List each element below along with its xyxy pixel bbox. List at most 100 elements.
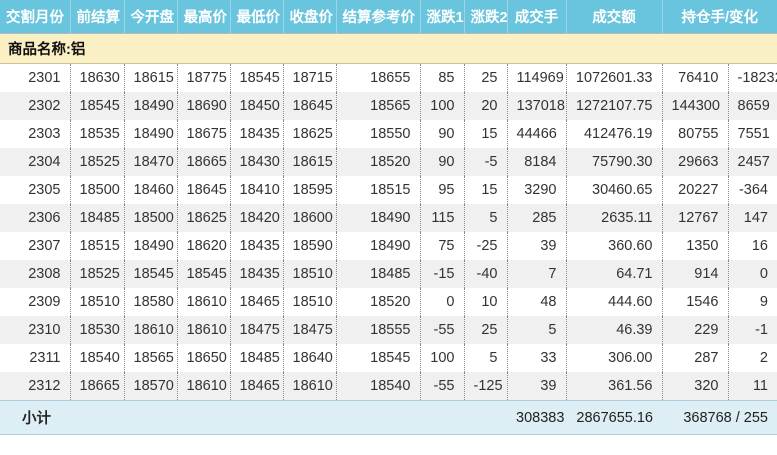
cell-change2: 10: [464, 288, 508, 316]
cell-open: 18470: [124, 148, 178, 176]
cell-settlement-ref: 18545: [336, 344, 421, 372]
cell-prev-settlement: 18665: [70, 372, 125, 401]
cell-high: 18675: [177, 120, 231, 148]
column-header-close[interactable]: 收盘价: [283, 0, 337, 34]
cell-delivery-month: 2310: [0, 316, 71, 344]
cell-change1: 90: [420, 120, 465, 148]
table-row[interactable]: 2304 18525 18470 18665 18430 18615 18520…: [0, 148, 777, 176]
cell-open: 18610: [124, 316, 178, 344]
cell-open: 18615: [124, 63, 178, 92]
table-row[interactable]: 2301 18630 18615 18775 18545 18715 18655…: [0, 63, 777, 92]
table-row[interactable]: 2309 18510 18580 18610 18465 18510 18520…: [0, 288, 777, 316]
cell-settlement-ref: 18655: [336, 63, 421, 92]
cell-delivery-month: 2302: [0, 92, 71, 120]
table-row[interactable]: 2305 18500 18460 18645 18410 18595 18515…: [0, 176, 777, 204]
column-header-low[interactable]: 最低价: [230, 0, 284, 34]
table-row[interactable]: 2303 18535 18490 18675 18435 18625 18550…: [0, 120, 777, 148]
column-header-high[interactable]: 最高价: [177, 0, 231, 34]
cell-open: 18580: [124, 288, 178, 316]
cell-open-interest: 80755: [662, 120, 729, 148]
cell-open-interest-change: 11: [728, 372, 777, 401]
cell-low: 18545: [230, 63, 284, 92]
column-header-volume[interactable]: 成交手: [507, 0, 567, 34]
cell-settlement-ref: 18540: [336, 372, 421, 401]
cell-prev-settlement: 18515: [70, 232, 125, 260]
cell-open-interest-change: 9: [728, 288, 777, 316]
cell-settlement-ref: 18490: [336, 232, 421, 260]
cell-close: 18600: [283, 204, 337, 232]
cell-close: 18715: [283, 63, 337, 92]
cell-open-interest: 144300: [662, 92, 729, 120]
cell-open: 18490: [124, 92, 178, 120]
column-header-turnover[interactable]: 成交额: [566, 0, 663, 34]
cell-open-interest-change: 2: [728, 344, 777, 372]
cell-settlement-ref: 18520: [336, 288, 421, 316]
cell-settlement-ref: 18485: [336, 260, 421, 288]
table-row[interactable]: 2308 18525 18545 18545 18435 18510 18485…: [0, 260, 777, 288]
cell-change2: 15: [464, 120, 508, 148]
cell-change2: 25: [464, 63, 508, 92]
cell-turnover: 75790.30: [566, 148, 663, 176]
cell-volume: 3290: [507, 176, 567, 204]
cell-low: 18465: [230, 372, 284, 401]
table-row[interactable]: 2311 18540 18565 18650 18485 18640 18545…: [0, 344, 777, 372]
cell-prev-settlement: 18545: [70, 92, 125, 120]
cell-prev-settlement: 18535: [70, 120, 125, 148]
cell-volume: 39: [507, 232, 567, 260]
cell-prev-settlement: 18510: [70, 288, 125, 316]
column-header-change2[interactable]: 涨跌2: [464, 0, 508, 34]
cell-change1: 100: [420, 92, 465, 120]
cell-high: 18610: [177, 288, 231, 316]
table-row[interactable]: 2310 18530 18610 18610 18475 18475 18555…: [0, 316, 777, 344]
cell-close: 18590: [283, 232, 337, 260]
cell-change1: 115: [420, 204, 465, 232]
cell-close: 18615: [283, 148, 337, 176]
cell-open-interest-change: 16: [728, 232, 777, 260]
cell-settlement-ref: 18550: [336, 120, 421, 148]
cell-high: 18775: [177, 63, 231, 92]
cell-volume: 39: [507, 372, 567, 401]
cell-turnover: 64.71: [566, 260, 663, 288]
cell-open-interest: 12767: [662, 204, 729, 232]
cell-open-interest: 914: [662, 260, 729, 288]
cell-turnover: 360.60: [566, 232, 663, 260]
cell-close: 18640: [283, 344, 337, 372]
cell-open-interest-change: 2457: [728, 148, 777, 176]
cell-low: 18435: [230, 260, 284, 288]
cell-volume: 114969: [507, 63, 567, 92]
cell-open-interest-change: -364: [728, 176, 777, 204]
cell-open-interest-change: 147: [728, 204, 777, 232]
cell-open: 18565: [124, 344, 178, 372]
table-row[interactable]: 2302 18545 18490 18690 18450 18645 18565…: [0, 92, 777, 120]
cell-volume: 48: [507, 288, 567, 316]
table-row[interactable]: 2312 18665 18570 18610 18465 18610 18540…: [0, 372, 777, 401]
cell-open-interest-change: 8659: [728, 92, 777, 120]
cell-open: 18490: [124, 232, 178, 260]
table-row[interactable]: 2306 18485 18500 18625 18420 18600 18490…: [0, 204, 777, 232]
column-header-change1[interactable]: 涨跌1: [420, 0, 465, 34]
cell-change2: -5: [464, 148, 508, 176]
cell-delivery-month: 2312: [0, 372, 71, 401]
column-header-open-interest[interactable]: 持仓手/变化: [662, 0, 777, 34]
product-name-label: 商品名称:铝: [0, 33, 777, 64]
cell-prev-settlement: 18500: [70, 176, 125, 204]
cell-settlement-ref: 18565: [336, 92, 421, 120]
column-header-open[interactable]: 今开盘: [124, 0, 178, 34]
cell-prev-settlement: 18530: [70, 316, 125, 344]
column-header-delivery-month[interactable]: 交割月份: [0, 0, 71, 34]
cell-high: 18690: [177, 92, 231, 120]
cell-prev-settlement: 18485: [70, 204, 125, 232]
cell-low: 18485: [230, 344, 284, 372]
cell-delivery-month: 2303: [0, 120, 71, 148]
table-footer: 小计 308383 2867655.16 368768 / 255: [0, 400, 777, 435]
cell-prev-settlement: 18630: [70, 63, 125, 92]
table-row[interactable]: 2307 18515 18490 18620 18435 18590 18490…: [0, 232, 777, 260]
column-header-settlement-ref[interactable]: 结算参考价: [336, 0, 421, 34]
cell-delivery-month: 2304: [0, 148, 71, 176]
cell-high: 18620: [177, 232, 231, 260]
column-header-prev-settlement[interactable]: 前结算: [70, 0, 125, 34]
cell-turnover: 30460.65: [566, 176, 663, 204]
futures-quote-table: 交割月份 前结算 今开盘 最高价 最低价 收盘价 结算参考价 涨跌1 涨跌2 成…: [0, 0, 777, 435]
cell-change1: 90: [420, 148, 465, 176]
